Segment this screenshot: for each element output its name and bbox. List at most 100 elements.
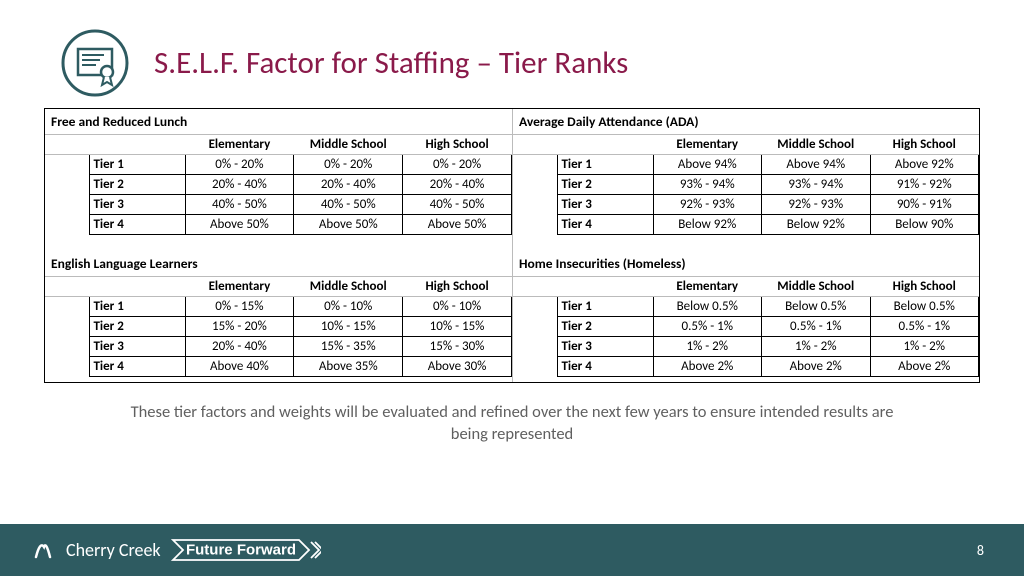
column-header: High School — [870, 135, 979, 155]
tier-value: Above 35% — [294, 356, 403, 376]
tier-value: 20% - 40% — [294, 175, 403, 195]
page-title: S.E.L.F. Factor for Staffing – Tier Rank… — [154, 44, 628, 82]
tier-tables: Free and Reduced Lunch ElementaryMiddle … — [0, 106, 1024, 383]
tier-value: 20% - 40% — [403, 175, 512, 195]
tier-value: Above 40% — [185, 356, 294, 376]
table-column: Average Daily Attendance (ADA) Elementar… — [512, 109, 979, 382]
tier-value: 10% - 15% — [403, 316, 512, 336]
tier-value: 1% - 2% — [870, 336, 979, 356]
column-header: High School — [403, 135, 512, 155]
tier-value: 10% - 15% — [294, 316, 403, 336]
tier-value: Below 90% — [870, 215, 979, 235]
tier-value: 0% - 20% — [185, 155, 294, 175]
table-row: Tier 392% - 93%92% - 93%90% - 91% — [513, 195, 979, 215]
tier-value: 1% - 2% — [762, 336, 871, 356]
column-header: Elementary — [185, 276, 294, 296]
tier-value: 0% - 10% — [403, 296, 512, 316]
table-row: Tier 4Above 40%Above 35%Above 30% — [45, 356, 512, 376]
tier-value: 91% - 92% — [870, 175, 979, 195]
column-header: High School — [403, 276, 512, 296]
tier-value: Above 94% — [653, 155, 762, 175]
table-column: Free and Reduced Lunch ElementaryMiddle … — [45, 109, 512, 382]
tier-value: 40% - 50% — [403, 195, 512, 215]
tier-label: Tier 4 — [557, 215, 653, 235]
tier-label: Tier 4 — [557, 356, 653, 376]
tier-value: 40% - 50% — [185, 195, 294, 215]
tier-value: 15% - 35% — [294, 336, 403, 356]
column-header: Elementary — [185, 135, 294, 155]
block-title: Free and Reduced Lunch — [45, 109, 512, 135]
table-row: Tier 31% - 2%1% - 2%1% - 2% — [513, 336, 979, 356]
column-header: Elementary — [653, 135, 762, 155]
tier-value: Above 30% — [403, 356, 512, 376]
slide: { "colors": { "title": "#8a1a4a", "icon_… — [0, 0, 1024, 576]
tier-table: Free and Reduced Lunch ElementaryMiddle … — [45, 109, 512, 382]
tier-value: 1% - 2% — [653, 336, 762, 356]
table-row: Tier 293% - 94%93% - 94%91% - 92% — [513, 175, 979, 195]
tier-value: 40% - 50% — [294, 195, 403, 215]
tier-label: Tier 4 — [89, 356, 185, 376]
tier-value: 20% - 40% — [185, 336, 294, 356]
table-row: Tier 20.5% - 1%0.5% - 1%0.5% - 1% — [513, 316, 979, 336]
table-row: Tier 1Below 0.5%Below 0.5%Below 0.5% — [513, 296, 979, 316]
table-row: Tier 320% - 40%15% - 35%15% - 30% — [45, 336, 512, 356]
tier-label: Tier 4 — [89, 215, 185, 235]
table-row: Tier 220% - 40%20% - 40%20% - 40% — [45, 175, 512, 195]
column-header: Elementary — [653, 276, 762, 296]
tier-value: 92% - 93% — [762, 195, 871, 215]
brand-text-right: Future Forward — [186, 542, 296, 559]
tier-value: Below 0.5% — [653, 296, 762, 316]
tier-value: Above 50% — [403, 215, 512, 235]
tier-label: Tier 1 — [557, 296, 653, 316]
page-number: 8 — [977, 542, 984, 559]
column-header: High School — [870, 276, 979, 296]
table-row: Tier 215% - 20%10% - 15%10% - 15% — [45, 316, 512, 336]
tier-value: Below 0.5% — [762, 296, 871, 316]
tier-value: 0.5% - 1% — [762, 316, 871, 336]
brand-text-left: Cherry Creek — [66, 539, 161, 561]
tier-label: Tier 3 — [89, 195, 185, 215]
table-row: Tier 340% - 50%40% - 50%40% - 50% — [45, 195, 512, 215]
tier-label: Tier 3 — [557, 336, 653, 356]
tier-value: Above 2% — [870, 356, 979, 376]
slide-header: S.E.L.F. Factor for Staffing – Tier Rank… — [0, 0, 1024, 106]
table-row: Tier 10% - 15%0% - 10%0% - 10% — [45, 296, 512, 316]
tier-label: Tier 2 — [557, 175, 653, 195]
footer-brand: Cherry Creek Future Forward — [30, 535, 321, 566]
tier-value: Above 94% — [762, 155, 871, 175]
tier-label: Tier 1 — [89, 155, 185, 175]
tier-value: 15% - 20% — [185, 316, 294, 336]
tier-value: Below 0.5% — [870, 296, 979, 316]
slide-footer: Cherry Creek Future Forward 8 — [0, 524, 1024, 576]
column-header: Middle School — [294, 276, 403, 296]
block-title: English Language Learners — [45, 251, 512, 277]
tier-label: Tier 1 — [557, 155, 653, 175]
tier-value: 0% - 20% — [294, 155, 403, 175]
table-row: Tier 10% - 20%0% - 20%0% - 20% — [45, 155, 512, 175]
tier-value: 90% - 91% — [870, 195, 979, 215]
tier-value: Below 92% — [762, 215, 871, 235]
tier-value: Above 50% — [185, 215, 294, 235]
table-row: Tier 4Above 50%Above 50%Above 50% — [45, 215, 512, 235]
tier-value: 93% - 94% — [762, 175, 871, 195]
tier-value: 92% - 93% — [653, 195, 762, 215]
tier-value: Above 2% — [653, 356, 762, 376]
tier-table: Average Daily Attendance (ADA) Elementar… — [513, 109, 979, 382]
table-row: Tier 4Above 2%Above 2%Above 2% — [513, 356, 979, 376]
tier-value: Above 92% — [870, 155, 979, 175]
table-row: Tier 4Below 92%Below 92%Below 90% — [513, 215, 979, 235]
tier-label: Tier 1 — [89, 296, 185, 316]
table-row: Tier 1Above 94%Above 94%Above 92% — [513, 155, 979, 175]
column-header: Middle School — [294, 135, 403, 155]
certificate-icon — [60, 28, 130, 98]
tier-value: Above 50% — [294, 215, 403, 235]
tier-value: 0% - 10% — [294, 296, 403, 316]
tier-label: Tier 2 — [89, 175, 185, 195]
tier-label: Tier 2 — [89, 316, 185, 336]
tier-label: Tier 3 — [557, 195, 653, 215]
brand-chevron-icon: Future Forward — [171, 538, 321, 562]
tier-value: 0% - 20% — [403, 155, 512, 175]
tier-value: 20% - 40% — [185, 175, 294, 195]
tier-value: 93% - 94% — [653, 175, 762, 195]
tier-label: Tier 2 — [557, 316, 653, 336]
